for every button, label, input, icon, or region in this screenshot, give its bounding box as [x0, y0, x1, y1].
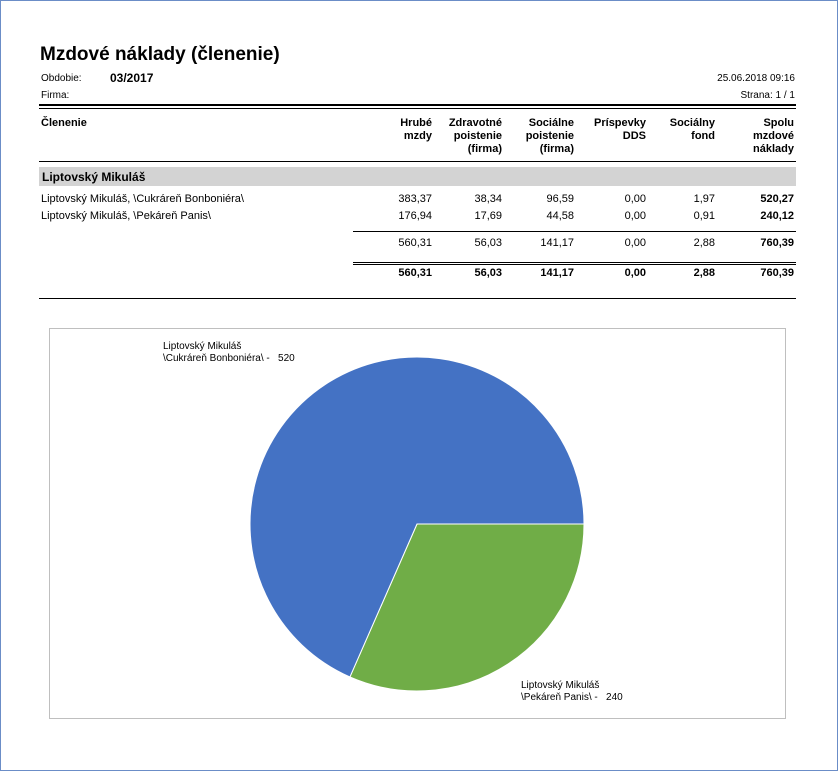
subtotal-value: 141,17 — [540, 237, 574, 249]
row-value: 0,00 — [624, 210, 646, 222]
col-header-hrube: Hrubé mzdy — [400, 117, 432, 142]
col-header-dds: Príspevky DDS — [594, 117, 646, 142]
subtotal-total: 760,39 — [760, 237, 794, 249]
row-value: 383,37 — [398, 193, 432, 205]
total-value: 560,31 — [398, 267, 432, 279]
company-label: Firma: — [41, 90, 70, 101]
row-total: 240,12 — [760, 210, 794, 222]
row-value: 0,91 — [693, 210, 715, 222]
period-label: Obdobie: — [41, 73, 82, 84]
header-rule-bottom — [39, 108, 796, 109]
subtotal-value: 56,03 — [474, 237, 502, 249]
report-title: Mzdové náklady (členenie) — [40, 44, 280, 65]
row-value: 96,59 — [546, 193, 574, 205]
group-band — [39, 167, 796, 186]
subtotal-rule — [353, 231, 796, 232]
row-name: Liptovský Mikuláš, \Cukráreň Bonboniéra\ — [41, 193, 244, 205]
column-header-rule — [39, 161, 796, 162]
row-value: 0,00 — [624, 193, 646, 205]
subtotal-value: 560,31 — [398, 237, 432, 249]
total-value: 141,17 — [540, 267, 574, 279]
row-total: 520,27 — [760, 193, 794, 205]
page-number: Strana: 1 / 1 — [740, 90, 795, 101]
row-value: 176,94 — [398, 210, 432, 222]
grand-total: 760,39 — [760, 267, 794, 279]
report-timestamp: 25.06.2018 09:16 — [717, 73, 795, 84]
pie-chart-area: Liptovský Mikuláš \Cukráreň Bonboniéra\ … — [49, 328, 786, 719]
col-header-fond: Sociálny fond — [669, 117, 715, 142]
group-label: Liptovský Mikuláš — [42, 170, 146, 184]
total-value: 2,88 — [693, 267, 715, 279]
total-value: 0,00 — [624, 267, 646, 279]
table-bottom-rule — [39, 298, 796, 299]
period-value: 03/2017 — [110, 71, 154, 85]
row-value: 17,69 — [474, 210, 502, 222]
row-value: 38,34 — [474, 193, 502, 205]
pie-slice-1 — [349, 523, 585, 692]
row-name: Liptovský Mikuláš, \Pekáreň Panis\ — [41, 210, 211, 222]
col-header-socialne: Sociálne poistenie (firma) — [525, 117, 574, 155]
col-header-zdravotne: Zdravotné poistenie (firma) — [448, 117, 502, 155]
header-rule-top — [39, 104, 796, 106]
pie-label-pekaren: Liptovský Mikuláš \Pekáreň Panis\ - 240 — [521, 680, 623, 703]
pie-chart — [249, 356, 585, 692]
total-value: 56,03 — [474, 267, 502, 279]
subtotal-value: 2,88 — [693, 237, 715, 249]
col-header-clenenie: Členenie — [41, 117, 87, 129]
pie-slice-0 — [249, 356, 585, 678]
row-value: 1,97 — [693, 193, 715, 205]
row-value: 44,58 — [546, 210, 574, 222]
col-header-spolu: Spolu mzdové náklady — [753, 117, 794, 155]
total-rule-bottom — [353, 264, 796, 265]
pie-label-cukraren: Liptovský Mikuláš \Cukráreň Bonboniéra\ … — [163, 341, 295, 364]
total-rule-top — [353, 262, 796, 263]
subtotal-value: 0,00 — [624, 237, 646, 249]
